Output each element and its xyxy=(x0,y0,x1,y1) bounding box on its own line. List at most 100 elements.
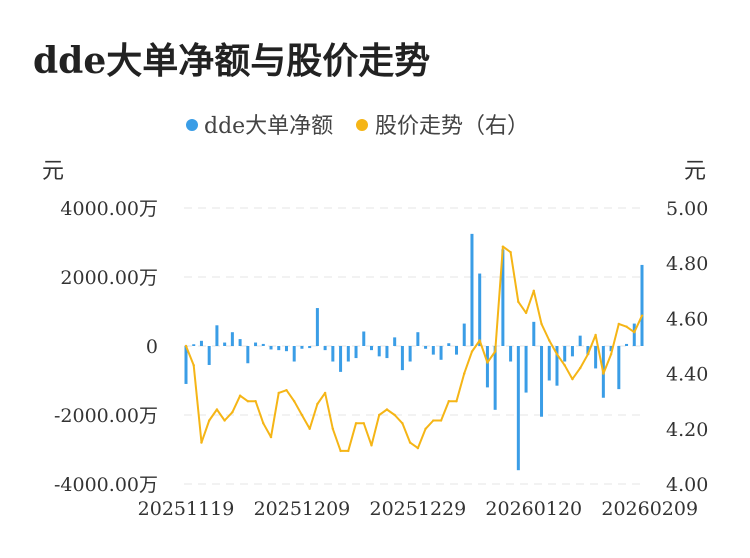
price-point[interactable] xyxy=(231,411,234,414)
price-point[interactable] xyxy=(493,350,497,353)
bar[interactable] xyxy=(207,346,211,365)
price-point[interactable] xyxy=(555,353,559,356)
bar[interactable] xyxy=(377,346,381,357)
bar[interactable] xyxy=(238,339,242,346)
bar[interactable] xyxy=(300,346,304,349)
bar[interactable] xyxy=(431,346,435,355)
price-point[interactable] xyxy=(300,413,304,417)
price-point[interactable] xyxy=(455,400,458,403)
bar[interactable] xyxy=(308,346,312,349)
price-point[interactable] xyxy=(463,372,466,375)
price-point[interactable] xyxy=(316,402,319,406)
price-point[interactable] xyxy=(207,419,211,422)
bar[interactable] xyxy=(609,346,613,352)
price-point[interactable] xyxy=(254,400,257,403)
price-point[interactable] xyxy=(277,391,280,395)
bar[interactable] xyxy=(284,346,288,352)
bar[interactable] xyxy=(478,273,482,346)
price-point[interactable] xyxy=(586,353,590,356)
bar[interactable] xyxy=(509,346,513,362)
bar[interactable] xyxy=(393,337,397,346)
bar[interactable] xyxy=(424,346,428,349)
price-point[interactable] xyxy=(609,353,613,356)
bar[interactable] xyxy=(455,346,459,355)
price-point[interactable] xyxy=(269,435,273,439)
price-point[interactable] xyxy=(408,441,412,444)
bar[interactable] xyxy=(292,346,296,362)
price-point[interactable] xyxy=(524,311,528,315)
bar[interactable] xyxy=(339,346,343,372)
price-point[interactable] xyxy=(262,422,265,425)
bar[interactable] xyxy=(261,343,265,346)
price-point[interactable] xyxy=(285,388,288,392)
price-point[interactable] xyxy=(331,427,335,430)
bar[interactable] xyxy=(369,346,373,351)
price-point[interactable] xyxy=(339,449,342,453)
bar[interactable] xyxy=(223,342,227,346)
bar[interactable] xyxy=(570,346,574,357)
price-point[interactable] xyxy=(401,422,404,425)
price-point[interactable] xyxy=(246,400,250,403)
bar[interactable] xyxy=(485,346,489,388)
price-point[interactable] xyxy=(362,422,365,425)
price-point[interactable] xyxy=(571,377,574,381)
bar[interactable] xyxy=(501,249,505,346)
price-point[interactable] xyxy=(640,314,644,317)
bar[interactable] xyxy=(625,343,629,346)
price-point[interactable] xyxy=(501,245,505,248)
bar[interactable] xyxy=(354,346,358,359)
bar[interactable] xyxy=(315,308,319,346)
price-point[interactable] xyxy=(184,344,188,348)
legend-item-dde[interactable]: dde大单净额 xyxy=(186,114,333,139)
price-line[interactable] xyxy=(185,245,643,452)
price-point[interactable] xyxy=(532,289,535,292)
bar[interactable] xyxy=(362,331,366,346)
price-point[interactable] xyxy=(509,250,512,254)
bar[interactable] xyxy=(269,346,273,350)
price-point[interactable] xyxy=(432,419,435,422)
bar[interactable] xyxy=(400,346,404,371)
price-point[interactable] xyxy=(354,422,358,425)
price-point[interactable] xyxy=(370,444,373,447)
bar[interactable] xyxy=(408,346,412,362)
bar[interactable] xyxy=(246,346,250,364)
price-point[interactable] xyxy=(424,427,427,430)
price-point[interactable] xyxy=(393,413,396,417)
price-point[interactable] xyxy=(578,366,582,370)
price-point[interactable] xyxy=(215,408,219,411)
bar[interactable] xyxy=(594,346,598,369)
bar[interactable] xyxy=(632,323,636,346)
bar[interactable] xyxy=(547,346,551,381)
price-point[interactable] xyxy=(347,449,350,453)
price-point[interactable] xyxy=(517,300,520,304)
bar[interactable] xyxy=(416,332,420,346)
price-point[interactable] xyxy=(385,408,389,411)
bar[interactable] xyxy=(331,346,335,362)
bar[interactable] xyxy=(385,346,389,359)
price-point[interactable] xyxy=(563,364,566,367)
bar[interactable] xyxy=(540,346,544,417)
bar[interactable] xyxy=(493,346,497,410)
legend-item-price[interactable]: 股价走势（右） xyxy=(356,114,529,139)
bar[interactable] xyxy=(447,343,451,346)
bar[interactable] xyxy=(184,346,188,384)
bar[interactable] xyxy=(192,344,196,346)
price-point[interactable] xyxy=(470,350,474,353)
bar[interactable] xyxy=(470,233,474,346)
bar[interactable] xyxy=(230,332,234,346)
bar[interactable] xyxy=(640,264,644,346)
price-point[interactable] xyxy=(548,339,551,342)
price-point[interactable] xyxy=(293,400,296,403)
bar[interactable] xyxy=(516,346,520,471)
bar[interactable] xyxy=(254,342,258,346)
price-point[interactable] xyxy=(447,400,450,403)
bar[interactable] xyxy=(617,346,621,390)
price-point[interactable] xyxy=(200,441,203,444)
bar[interactable] xyxy=(199,340,203,346)
bar[interactable] xyxy=(346,346,350,362)
bar[interactable] xyxy=(578,335,582,346)
price-point[interactable] xyxy=(602,372,605,375)
bar[interactable] xyxy=(532,321,536,346)
price-point[interactable] xyxy=(617,322,621,326)
bar[interactable] xyxy=(277,346,281,351)
